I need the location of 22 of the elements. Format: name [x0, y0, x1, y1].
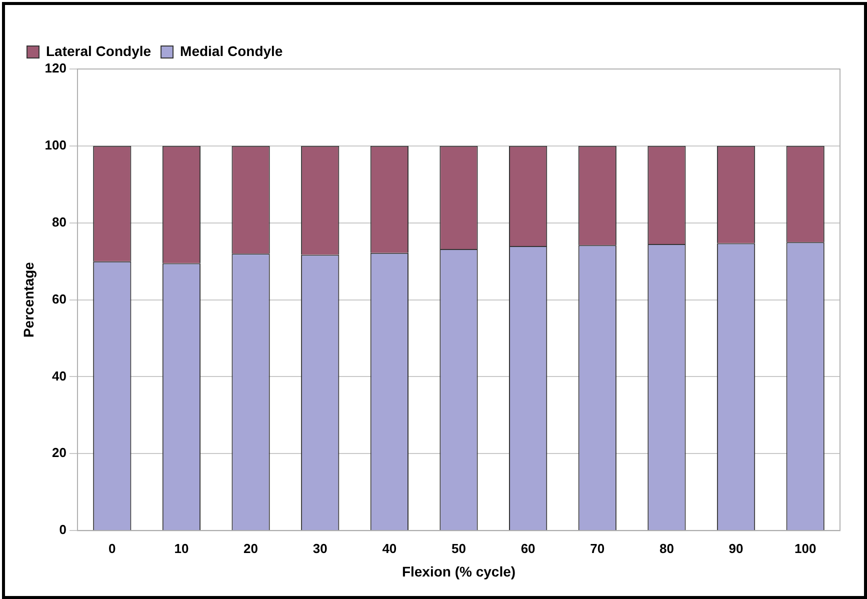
x-axis-title: Flexion (% cycle): [402, 563, 516, 580]
legend-label: Lateral Condyle: [46, 42, 152, 59]
y-tick-label: 20: [52, 445, 66, 460]
x-tick-label: 70: [590, 540, 605, 556]
x-tick-label: 30: [312, 540, 328, 556]
x-tick-label: 50: [452, 540, 466, 556]
x-tick-label: 60: [520, 540, 536, 556]
x-tick-label: 90: [728, 540, 744, 556]
y-axis-title: Percentage: [20, 262, 36, 338]
x-tick-label: 80: [659, 540, 674, 556]
y-tick-label: 120: [44, 60, 66, 76]
y-tick-label: 100: [44, 138, 66, 153]
x-tick-label: 0: [108, 540, 116, 556]
y-tick-label: 80: [52, 214, 66, 230]
y-tick-label: 40: [52, 368, 66, 384]
y-tick-label: 0: [59, 522, 66, 538]
x-tick-label: 20: [244, 540, 258, 556]
x-tick-label: 10: [174, 540, 189, 556]
y-tick-label: 60: [52, 291, 66, 306]
legend-label: Medial Condyle: [180, 42, 283, 59]
x-tick-label: 40: [382, 540, 397, 556]
x-tick-label: 100: [794, 540, 816, 556]
